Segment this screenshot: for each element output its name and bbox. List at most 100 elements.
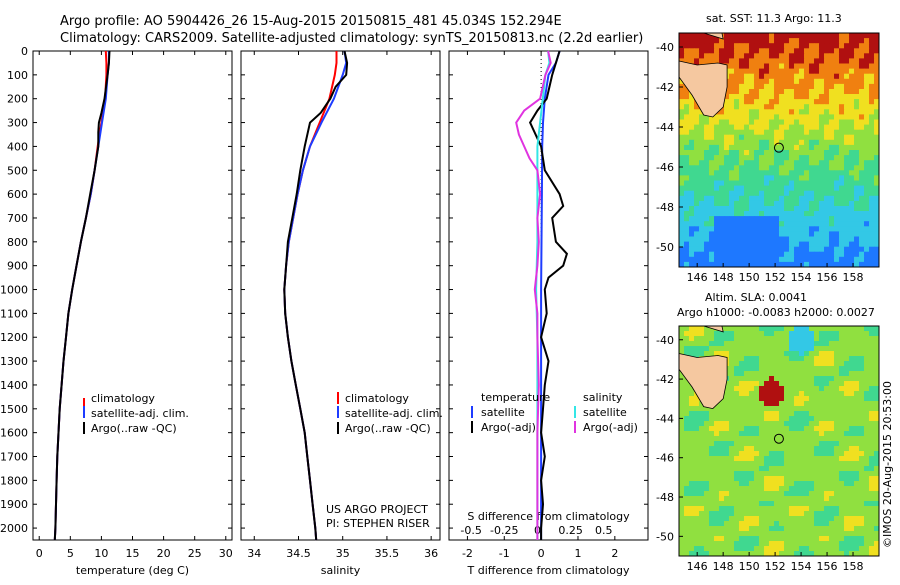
map-cell (719, 431, 725, 437)
map-cell (724, 416, 730, 422)
map-cell (714, 241, 720, 248)
map-cell (864, 456, 870, 462)
lat-tick-label: -44 (656, 412, 674, 425)
map-cell (749, 366, 755, 372)
map-cell (844, 73, 850, 80)
map-cell (839, 104, 845, 110)
map-cell (749, 236, 755, 243)
map-cell (679, 396, 685, 402)
map-cell (804, 89, 810, 95)
map-cell (774, 501, 780, 507)
map-cell (704, 526, 710, 532)
map-cell (874, 346, 880, 352)
map-cell (824, 78, 830, 85)
map-cell (709, 114, 715, 120)
map-cell (749, 89, 755, 95)
map-cell (694, 129, 700, 136)
map-cell (744, 78, 750, 85)
map-cell (834, 221, 840, 227)
map-cell (859, 341, 865, 347)
map-cell (774, 231, 780, 237)
map-cell (834, 516, 840, 522)
map-cell (749, 461, 755, 467)
map-cell (689, 206, 695, 212)
map-cell (819, 416, 825, 422)
map-cell (729, 401, 735, 407)
map-cell (849, 471, 855, 477)
map-cell (739, 185, 745, 192)
map-cell (759, 165, 765, 171)
map-cell (794, 421, 800, 427)
map-cell (699, 411, 705, 417)
map-cell (844, 144, 850, 151)
map-cell (804, 431, 810, 437)
map-cell (839, 396, 845, 402)
map-cell (779, 63, 785, 70)
map-cell (859, 221, 865, 227)
map-cell (874, 195, 880, 202)
map-cell (684, 38, 690, 44)
map-cell (729, 376, 735, 382)
map-cell (734, 506, 740, 512)
map-cell (834, 496, 840, 502)
map-cell (864, 446, 870, 452)
map-cell (829, 411, 835, 417)
map-cell (779, 361, 785, 367)
map-cell (844, 221, 850, 227)
map-cell (729, 33, 735, 39)
map-cell (744, 326, 750, 332)
map-cell (729, 160, 735, 166)
map-cell (829, 58, 835, 64)
map-cell (799, 381, 805, 387)
map-cell (769, 516, 775, 522)
map-cell (779, 396, 785, 402)
map-cell (679, 481, 685, 487)
map-cell (769, 99, 775, 105)
map-cell (699, 451, 705, 457)
map-cell (819, 53, 825, 59)
map-cell (709, 200, 715, 207)
map-cell (694, 506, 700, 512)
map-cell (814, 491, 820, 497)
map-cell (739, 226, 745, 232)
map-cell (719, 58, 725, 64)
map-cell (799, 366, 805, 372)
map-cell (824, 396, 830, 402)
map-cell (789, 139, 795, 146)
map-cell (829, 63, 835, 70)
map-cell (749, 381, 755, 387)
map-cell (824, 94, 830, 100)
map-cell (704, 426, 710, 432)
map-cell (804, 68, 810, 75)
map-cell (729, 78, 735, 85)
map-cell (699, 496, 705, 502)
map-cell (789, 246, 795, 253)
map-cell (854, 155, 860, 161)
map-cell (869, 139, 875, 146)
map-cell (739, 346, 745, 352)
map-cell (729, 511, 735, 517)
map-cell (724, 114, 730, 120)
map-cell (724, 331, 730, 337)
map-cell (749, 361, 755, 367)
map-cell (814, 48, 820, 54)
map-cell (869, 326, 875, 332)
map-cell (694, 536, 700, 542)
map-cell (804, 109, 810, 115)
map-cell (754, 236, 760, 243)
map-cell (849, 391, 855, 397)
map-cell (744, 83, 750, 90)
map-cell (799, 170, 805, 176)
map-cell (784, 68, 790, 75)
map-cell (824, 216, 830, 222)
map-cell (749, 396, 755, 402)
map-cell (699, 150, 705, 156)
map-cell (814, 471, 820, 477)
map-cell (839, 144, 845, 151)
map-cell (854, 53, 860, 59)
x-tick-label: 5 (67, 547, 74, 560)
map-cell (839, 446, 845, 452)
map-cell (874, 53, 880, 59)
map-cell (774, 216, 780, 222)
map-cell (759, 506, 765, 512)
